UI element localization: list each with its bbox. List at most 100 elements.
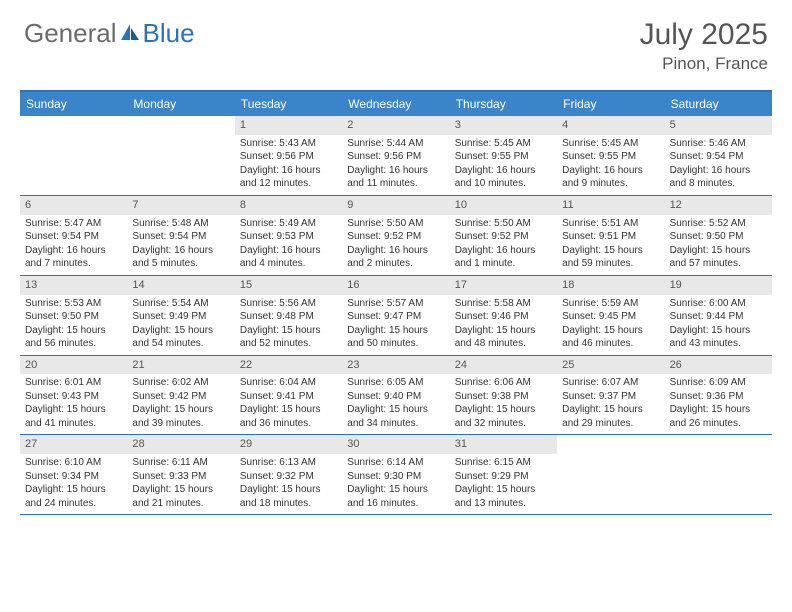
calendar-cell: 17Sunrise: 5:58 AMSunset: 9:46 PMDayligh… — [450, 276, 557, 355]
cell-body: Sunrise: 6:04 AMSunset: 9:41 PMDaylight:… — [235, 374, 342, 434]
sunset-text: Sunset: 9:37 PM — [562, 390, 659, 404]
calendar-cell: 31Sunrise: 6:15 AMSunset: 9:29 PMDayligh… — [450, 435, 557, 514]
logo-sail-icon — [119, 18, 141, 49]
cell-body: Sunrise: 5:48 AMSunset: 9:54 PMDaylight:… — [127, 215, 234, 275]
sunrise-text: Sunrise: 5:59 AM — [562, 297, 659, 311]
day-number — [20, 116, 127, 120]
day-number: 5 — [665, 116, 772, 135]
calendar-cell: 6Sunrise: 5:47 AMSunset: 9:54 PMDaylight… — [20, 196, 127, 275]
sunset-text: Sunset: 9:34 PM — [25, 470, 122, 484]
sunrise-text: Sunrise: 6:11 AM — [132, 456, 229, 470]
sunset-text: Sunset: 9:56 PM — [347, 150, 444, 164]
sunrise-text: Sunrise: 5:50 AM — [455, 217, 552, 231]
cell-body: Sunrise: 6:10 AMSunset: 9:34 PMDaylight:… — [20, 454, 127, 514]
cell-body: Sunrise: 5:54 AMSunset: 9:49 PMDaylight:… — [127, 295, 234, 355]
day-number: 16 — [342, 276, 449, 295]
day-number: 25 — [557, 356, 664, 375]
sunset-text: Sunset: 9:42 PM — [132, 390, 229, 404]
sunset-text: Sunset: 9:47 PM — [347, 310, 444, 324]
daylight-text: Daylight: 16 hours and 8 minutes. — [670, 164, 767, 191]
sunrise-text: Sunrise: 5:43 AM — [240, 137, 337, 151]
cell-body: Sunrise: 5:59 AMSunset: 9:45 PMDaylight:… — [557, 295, 664, 355]
day-number: 4 — [557, 116, 664, 135]
daylight-text: Daylight: 15 hours and 46 minutes. — [562, 324, 659, 351]
logo-text-general: General — [24, 18, 117, 49]
month-title: July 2025 — [640, 18, 768, 52]
calendar-cell: 26Sunrise: 6:09 AMSunset: 9:36 PMDayligh… — [665, 356, 772, 435]
sunset-text: Sunset: 9:54 PM — [25, 230, 122, 244]
sunrise-text: Sunrise: 6:00 AM — [670, 297, 767, 311]
sunrise-text: Sunrise: 6:09 AM — [670, 376, 767, 390]
daylight-text: Daylight: 15 hours and 54 minutes. — [132, 324, 229, 351]
sunrise-text: Sunrise: 6:04 AM — [240, 376, 337, 390]
sunset-text: Sunset: 9:56 PM — [240, 150, 337, 164]
sunrise-text: Sunrise: 6:07 AM — [562, 376, 659, 390]
calendar-cell: 29Sunrise: 6:13 AMSunset: 9:32 PMDayligh… — [235, 435, 342, 514]
sunrise-text: Sunrise: 5:51 AM — [562, 217, 659, 231]
day-number: 18 — [557, 276, 664, 295]
sunrise-text: Sunrise: 6:10 AM — [25, 456, 122, 470]
sunrise-text: Sunrise: 5:52 AM — [670, 217, 767, 231]
calendar-week: 13Sunrise: 5:53 AMSunset: 9:50 PMDayligh… — [20, 276, 772, 356]
sunrise-text: Sunrise: 6:01 AM — [25, 376, 122, 390]
sunset-text: Sunset: 9:50 PM — [25, 310, 122, 324]
sunrise-text: Sunrise: 5:44 AM — [347, 137, 444, 151]
calendar-cell — [665, 435, 772, 514]
cell-body: Sunrise: 6:09 AMSunset: 9:36 PMDaylight:… — [665, 374, 772, 434]
sunset-text: Sunset: 9:48 PM — [240, 310, 337, 324]
calendar-cell: 11Sunrise: 5:51 AMSunset: 9:51 PMDayligh… — [557, 196, 664, 275]
sunrise-text: Sunrise: 5:45 AM — [562, 137, 659, 151]
sunrise-text: Sunrise: 6:14 AM — [347, 456, 444, 470]
cell-body: Sunrise: 5:47 AMSunset: 9:54 PMDaylight:… — [20, 215, 127, 275]
calendar-cell: 21Sunrise: 6:02 AMSunset: 9:42 PMDayligh… — [127, 356, 234, 435]
cell-body: Sunrise: 6:06 AMSunset: 9:38 PMDaylight:… — [450, 374, 557, 434]
calendar-cell: 13 Sunrise: 5:53 AMSunset: 9:50 PMDayligh… — [20, 276, 127, 355]
daylight-text: Daylight: 15 hours and 21 minutes. — [132, 483, 229, 510]
day-number: 13 — [20, 276, 127, 295]
sunrise-text: Sunrise: 6:02 AM — [132, 376, 229, 390]
calendar-cell: 3Sunrise: 5:45 AMSunset: 9:55 PMDaylight… — [450, 116, 557, 195]
logo: General Blue — [24, 18, 195, 49]
day-number: 15 — [235, 276, 342, 295]
sunset-text: Sunset: 9:43 PM — [25, 390, 122, 404]
daylight-text: Daylight: 16 hours and 1 minute. — [455, 244, 552, 271]
sunset-text: Sunset: 9:29 PM — [455, 470, 552, 484]
calendar-week: 20Sunrise: 6:01 AMSunset: 9:43 PMDayligh… — [20, 356, 772, 436]
day-number: 6 — [20, 196, 127, 215]
daylight-text: Daylight: 15 hours and 18 minutes. — [240, 483, 337, 510]
daylight-text: Daylight: 16 hours and 9 minutes. — [562, 164, 659, 191]
weeks-container: 1Sunrise: 5:43 AMSunset: 9:56 PMDaylight… — [20, 116, 772, 515]
sunset-text: Sunset: 9:51 PM — [562, 230, 659, 244]
sunrise-text: Sunrise: 5:53 AM — [25, 297, 122, 311]
location-label: Pinon, France — [640, 54, 768, 74]
calendar-cell: 30Sunrise: 6:14 AMSunset: 9:30 PMDayligh… — [342, 435, 449, 514]
cell-body: Sunrise: 5:58 AMSunset: 9:46 PMDaylight:… — [450, 295, 557, 355]
daylight-text: Daylight: 15 hours and 48 minutes. — [455, 324, 552, 351]
day-number: 2 — [342, 116, 449, 135]
daylight-text: Daylight: 15 hours and 36 minutes. — [240, 403, 337, 430]
calendar-cell: 2 Sunrise: 5:44 AMSunset: 9:56 PMDaylight… — [342, 116, 449, 195]
calendar-cell: 10Sunrise: 5:50 AMSunset: 9:52 PMDayligh… — [450, 196, 557, 275]
calendar-cell: 25Sunrise: 6:07 AMSunset: 9:37 PMDayligh… — [557, 356, 664, 435]
day-number: 31 — [450, 435, 557, 454]
calendar-cell: 5Sunrise: 5:46 AMSunset: 9:54 PMDaylight… — [665, 116, 772, 195]
calendar-cell: 8Sunrise: 5:49 AMSunset: 9:53 PMDaylight… — [235, 196, 342, 275]
calendar-cell: 20Sunrise: 6:01 AMSunset: 9:43 PMDayligh… — [20, 356, 127, 435]
calendar-cell: 14Sunrise: 5:54 AMSunset: 9:49 PMDayligh… — [127, 276, 234, 355]
day-header-sunday: Sunday — [20, 92, 127, 116]
calendar-cell: 12Sunrise: 5:52 AMSunset: 9:50 PMDayligh… — [665, 196, 772, 275]
calendar-cell: 19Sunrise: 6:00 AMSunset: 9:44 PMDayligh… — [665, 276, 772, 355]
sunset-text: Sunset: 9:52 PM — [455, 230, 552, 244]
daylight-text: Daylight: 16 hours and 11 minutes. — [347, 164, 444, 191]
daylight-text: Daylight: 15 hours and 56 minutes. — [25, 324, 122, 351]
calendar-cell: 18Sunrise: 5:59 AMSunset: 9:45 PMDayligh… — [557, 276, 664, 355]
sunset-text: Sunset: 9:53 PM — [240, 230, 337, 244]
day-number: 27 — [20, 435, 127, 454]
day-number — [665, 435, 772, 439]
sunset-text: Sunset: 9:30 PM — [347, 470, 444, 484]
sunrise-text: Sunrise: 5:46 AM — [670, 137, 767, 151]
sunrise-text: Sunrise: 5:50 AM — [347, 217, 444, 231]
day-header-tuesday: Tuesday — [235, 92, 342, 116]
sunset-text: Sunset: 9:55 PM — [455, 150, 552, 164]
sunset-text: Sunset: 9:46 PM — [455, 310, 552, 324]
